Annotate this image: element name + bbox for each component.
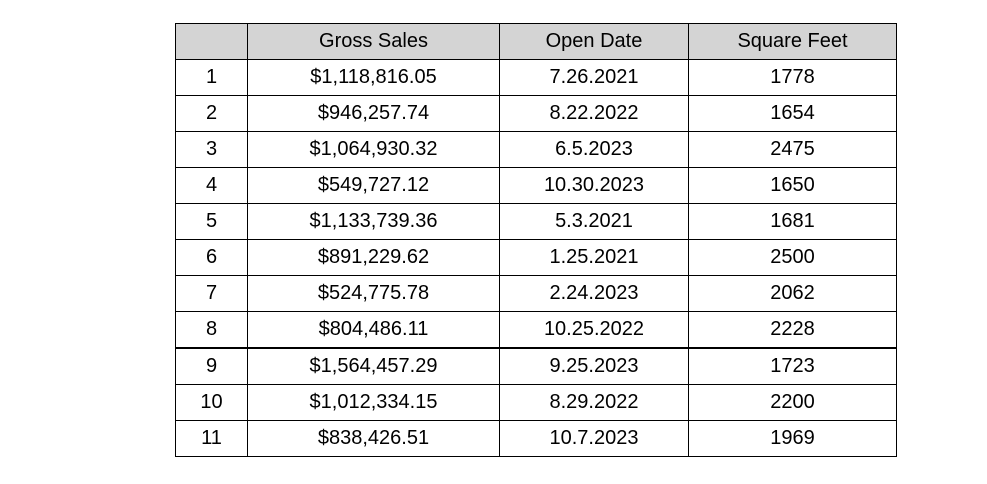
cell-gross-sales: $838,426.51: [247, 420, 500, 457]
cell-open-date: 10.25.2022: [499, 311, 689, 349]
table-row: 2 $946,257.74 8.22.2022 1654: [175, 95, 897, 132]
cell-open-date: 6.5.2023: [499, 131, 689, 168]
cell-square-feet: 2062: [688, 275, 897, 312]
cell-open-date: 5.3.2021: [499, 203, 689, 240]
table-row: 8 $804,486.11 10.25.2022 2228: [175, 311, 897, 349]
cell-square-feet: 1654: [688, 95, 897, 132]
cell-index: 5: [175, 203, 248, 240]
table-row: 1 $1,118,816.05 7.26.2021 1778: [175, 59, 897, 96]
cell-gross-sales: $549,727.12: [247, 167, 500, 204]
header-cell-open-date: Open Date: [499, 23, 689, 60]
cell-square-feet: 2475: [688, 131, 897, 168]
table-row: 10 $1,012,334.15 8.29.2022 2200: [175, 384, 897, 421]
cell-gross-sales: $1,012,334.15: [247, 384, 500, 421]
table-row: 9 $1,564,457.29 9.25.2023 1723: [175, 347, 897, 385]
cell-index: 6: [175, 239, 248, 276]
cell-gross-sales: $946,257.74: [247, 95, 500, 132]
cell-index: 4: [175, 167, 248, 204]
table-row: 11 $838,426.51 10.7.2023 1969: [175, 420, 897, 457]
table-row: 3 $1,064,930.32 6.5.2023 2475: [175, 131, 897, 168]
table-row: 6 $891,229.62 1.25.2021 2500: [175, 239, 897, 276]
cell-gross-sales: $804,486.11: [247, 311, 500, 349]
header-cell-index: [175, 23, 248, 60]
cell-square-feet: 1650: [688, 167, 897, 204]
cell-square-feet: 1723: [688, 347, 897, 385]
cell-index: 11: [175, 420, 248, 457]
cell-square-feet: 2228: [688, 311, 897, 349]
cell-open-date: 8.29.2022: [499, 384, 689, 421]
cell-index: 2: [175, 95, 248, 132]
cell-open-date: 8.22.2022: [499, 95, 689, 132]
cell-square-feet: 1681: [688, 203, 897, 240]
cell-gross-sales: $1,064,930.32: [247, 131, 500, 168]
cell-open-date: 10.7.2023: [499, 420, 689, 457]
cell-open-date: 1.25.2021: [499, 239, 689, 276]
cell-gross-sales: $891,229.62: [247, 239, 500, 276]
table-header: Gross Sales Open Date Square Feet: [175, 23, 897, 60]
header-cell-gross-sales: Gross Sales: [247, 23, 500, 60]
cell-square-feet: 1778: [688, 59, 897, 96]
cell-square-feet: 1969: [688, 420, 897, 457]
cell-index: 3: [175, 131, 248, 168]
cell-gross-sales: $1,133,739.36: [247, 203, 500, 240]
cell-index: 8: [175, 311, 248, 349]
cell-gross-sales: $1,564,457.29: [247, 347, 500, 385]
cell-square-feet: 2200: [688, 384, 897, 421]
header-row: Gross Sales Open Date Square Feet: [175, 23, 897, 60]
cell-open-date: 7.26.2021: [499, 59, 689, 96]
cell-index: 9: [175, 347, 248, 385]
cell-open-date: 10.30.2023: [499, 167, 689, 204]
cell-index: 10: [175, 384, 248, 421]
cell-gross-sales: $524,775.78: [247, 275, 500, 312]
cell-open-date: 2.24.2023: [499, 275, 689, 312]
cell-square-feet: 2500: [688, 239, 897, 276]
cell-index: 1: [175, 59, 248, 96]
table-row: 4 $549,727.12 10.30.2023 1650: [175, 167, 897, 204]
cell-open-date: 9.25.2023: [499, 347, 689, 385]
cell-gross-sales: $1,118,816.05: [247, 59, 500, 96]
sales-table: Gross Sales Open Date Square Feet 1 $1,11…: [175, 23, 897, 457]
cell-index: 7: [175, 275, 248, 312]
header-cell-square-feet: Square Feet: [688, 23, 897, 60]
table-row: 7 $524,775.78 2.24.2023 2062: [175, 275, 897, 312]
table-row: 5 $1,133,739.36 5.3.2021 1681: [175, 203, 897, 240]
table-body: 1 $1,118,816.05 7.26.2021 1778 2 $946,257.74 8…: [175, 59, 897, 457]
